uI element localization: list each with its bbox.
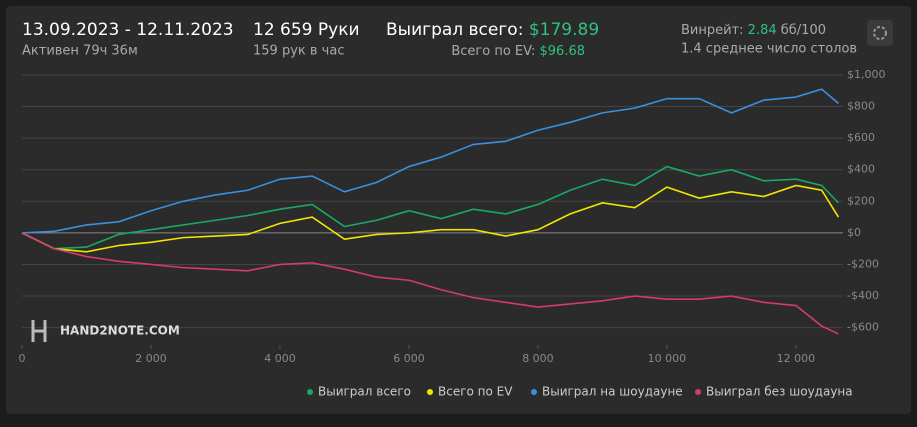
period: 13.09.2023 - 12.11.2023 <box>22 20 234 40</box>
ev-value: $96.68 <box>540 44 586 59</box>
hands: 12 659 Руки <box>253 20 360 40</box>
x-tick-label: 0 <box>19 352 26 365</box>
logo: HAND2NOTE.COM <box>60 324 180 338</box>
x-tick-label: 8 000 <box>522 352 554 365</box>
settings-button[interactable] <box>867 20 893 46</box>
x-tick-label: 2 000 <box>135 352 167 365</box>
legend-label: Выиграл всего <box>318 385 411 399</box>
x-tick-label: 6 000 <box>393 352 425 365</box>
x-tick-label: 10 000 <box>648 352 687 365</box>
x-tick-label: 12 000 <box>777 352 816 365</box>
series-line <box>21 232 839 335</box>
won-label: Выиграл всего: <box>386 20 523 40</box>
y-tick-label: $600 <box>847 131 875 144</box>
hands-per-hour: 159 рук в час <box>253 44 344 59</box>
settings-icon[interactable] <box>873 26 887 40</box>
x-tick-label: 4 000 <box>264 352 296 365</box>
y-tick-label: -$600 <box>847 321 879 334</box>
y-tick-label: $200 <box>847 194 875 207</box>
active: Активен 79ч 36м <box>22 44 138 59</box>
winrate: Винрейт: 2.84 бб/100 <box>681 23 826 38</box>
legend-marker <box>307 389 313 395</box>
legend-label: Всего по EV <box>438 385 513 399</box>
legend-marker <box>427 389 433 395</box>
legend-marker <box>695 389 701 395</box>
panel <box>6 6 911 414</box>
winrate-unit: бб/100 <box>781 23 826 38</box>
ev: Всего по EV: $96.68 <box>451 44 585 59</box>
y-tick-label: -$200 <box>847 257 879 270</box>
series-line <box>21 165 839 250</box>
legend-label: Выиграл на шоудауне <box>542 385 683 399</box>
winrate-label: Винрейт: <box>681 23 744 38</box>
won-value: $179.89 <box>529 20 599 40</box>
won-label: Выиграл всего: $179.89 <box>386 20 599 40</box>
winrate-value: 2.84 <box>748 23 777 38</box>
legend-label: Выиграл без шоудауна <box>706 385 853 399</box>
series-line <box>21 184 840 253</box>
y-tick-label: -$400 <box>847 289 879 302</box>
y-tick-label: $800 <box>847 100 875 113</box>
series-line <box>21 88 839 234</box>
y-tick-label: $1,000 <box>847 68 886 81</box>
y-tick-label: $0 <box>847 226 861 239</box>
legend-marker <box>531 389 537 395</box>
y-tick-label: $400 <box>847 163 875 176</box>
logo-icon <box>31 320 47 342</box>
tables: 1.4 среднее число столов <box>681 42 857 57</box>
ev-label: Всего по EV: <box>451 44 535 59</box>
